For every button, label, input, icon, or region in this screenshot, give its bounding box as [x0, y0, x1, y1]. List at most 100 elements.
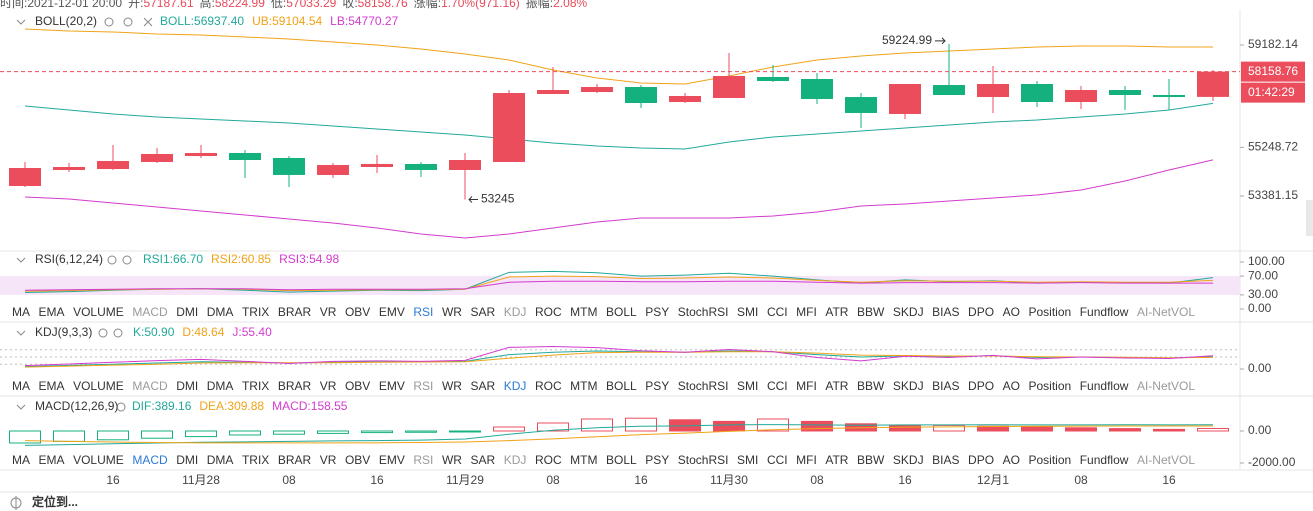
indicator-tab[interactable]: StochRSI [678, 379, 729, 393]
indicator-tab[interactable]: KDJ [504, 453, 527, 467]
indicator-tab[interactable]: BBW [857, 379, 885, 393]
settings-icon[interactable] [98, 328, 108, 338]
indicator-tab[interactable]: OBV [345, 379, 370, 393]
indicator-tab[interactable]: TRIX [242, 453, 269, 467]
indicator-tab[interactable]: CCI [767, 305, 788, 319]
indicator-tab[interactable]: BRAR [278, 453, 312, 467]
indicator-tab[interactable]: TRIX [242, 379, 269, 393]
indicator-tab[interactable]: EMV [379, 453, 405, 467]
indicator-tab[interactable]: SAR [470, 305, 495, 319]
indicator-tab[interactable]: DPO [968, 453, 994, 467]
indicator-tab[interactable]: RSI [413, 453, 433, 467]
indicator-tab[interactable]: Position [1028, 305, 1071, 319]
indicator-tab[interactable]: MACD [132, 379, 168, 393]
indicator-tab[interactable]: RSI [413, 379, 433, 393]
indicator-tab[interactable]: KDJ [504, 305, 527, 319]
indicator-tab[interactable]: BRAR [278, 305, 312, 319]
indicator-tab[interactable]: ROC [535, 453, 562, 467]
indicator-tab[interactable]: MTM [570, 305, 597, 319]
indicator-tab[interactable]: AI-NetVOL [1137, 379, 1195, 393]
indicator-tab[interactable]: EMV [379, 379, 405, 393]
indicator-tab[interactable]: PSY [645, 379, 669, 393]
indicator-tab[interactable]: CCI [767, 379, 788, 393]
indicator-tab[interactable]: BOLL [606, 379, 637, 393]
indicator-tab[interactable]: BRAR [278, 379, 312, 393]
indicator-tab[interactable]: VOLUME [73, 453, 124, 467]
indicator-tab[interactable]: DMI [176, 305, 198, 319]
close-icon[interactable] [143, 17, 153, 27]
indicator-tab[interactable]: VR [320, 453, 337, 467]
collapse-icon[interactable] [16, 19, 26, 25]
indicator-tab[interactable]: StochRSI [678, 305, 729, 319]
indicator-tab[interactable]: MACD [132, 305, 168, 319]
indicator-tab[interactable]: BIAS [932, 305, 959, 319]
indicator-tab[interactable]: BBW [857, 305, 885, 319]
indicator-tab[interactable]: MACD [132, 453, 168, 467]
indicator-tab[interactable]: ROC [535, 379, 562, 393]
indicator-tab[interactable]: EMA [39, 305, 65, 319]
indicator-tab[interactable]: AI-NetVOL [1137, 453, 1195, 467]
indicator-tab[interactable]: DPO [968, 305, 994, 319]
indicator-tab[interactable]: VOLUME [73, 379, 124, 393]
indicator-tab[interactable]: DPO [968, 379, 994, 393]
eye-icon[interactable] [104, 17, 114, 27]
indicator-tab[interactable]: Position [1028, 379, 1071, 393]
indicator-tab[interactable]: BOLL [606, 453, 637, 467]
collapse-icon[interactable] [16, 330, 26, 336]
indicator-tab[interactable]: KDJ [504, 379, 527, 393]
scrollbar[interactable] [1306, 200, 1313, 236]
indicator-tab[interactable]: VR [320, 379, 337, 393]
indicator-tab[interactable]: DMA [207, 379, 234, 393]
indicator-tab[interactable]: ROC [535, 305, 562, 319]
indicator-tab[interactable]: Fundflow [1080, 453, 1129, 467]
indicator-tab[interactable]: DMA [207, 305, 234, 319]
indicator-tab[interactable]: SMI [737, 305, 758, 319]
settings-icon[interactable] [123, 17, 133, 27]
indicator-tab[interactable]: OBV [345, 453, 370, 467]
indicator-tab[interactable]: MFI [796, 305, 817, 319]
settings-icon[interactable] [116, 402, 126, 412]
indicator-tab[interactable]: ATR [825, 305, 848, 319]
indicator-tab[interactable]: AO [1003, 453, 1020, 467]
indicator-tab[interactable]: MTM [570, 453, 597, 467]
indicator-tab[interactable]: BIAS [932, 453, 959, 467]
indicator-tab[interactable]: SMI [737, 453, 758, 467]
settings-icon[interactable] [107, 255, 117, 265]
indicator-tab[interactable]: Fundflow [1080, 379, 1129, 393]
indicator-tab[interactable]: PSY [645, 453, 669, 467]
indicator-tab[interactable]: Position [1028, 453, 1071, 467]
indicator-tab[interactable]: BOLL [606, 305, 637, 319]
locate-button[interactable]: 定位到... [32, 494, 78, 509]
indicator-tab[interactable]: BIAS [932, 379, 959, 393]
indicator-tab[interactable]: DMI [176, 379, 198, 393]
indicator-tab[interactable]: MA [12, 305, 30, 319]
collapse-icon[interactable] [16, 404, 26, 410]
indicator-tab[interactable]: VOLUME [73, 305, 124, 319]
indicator-tab[interactable]: BBW [857, 453, 885, 467]
indicator-tab[interactable]: EMA [39, 379, 65, 393]
indicator-tab[interactable]: DMI [176, 453, 198, 467]
indicator-tab[interactable]: SKDJ [893, 379, 924, 393]
indicator-tab[interactable]: SKDJ [893, 453, 924, 467]
indicator-tab[interactable]: VR [320, 305, 337, 319]
indicator-tab[interactable]: DMA [207, 453, 234, 467]
indicator-tab[interactable]: PSY [645, 305, 669, 319]
indicator-tab[interactable]: EMA [39, 453, 65, 467]
indicator-tab[interactable]: MFI [796, 379, 817, 393]
indicator-tab[interactable]: AO [1003, 379, 1020, 393]
indicator-tab[interactable]: SAR [470, 453, 495, 467]
indicator-tab[interactable]: AO [1003, 305, 1020, 319]
indicator-tab[interactable]: MA [12, 379, 30, 393]
indicator-tab[interactable]: CCI [767, 453, 788, 467]
indicator-tab[interactable]: EMV [379, 305, 405, 319]
indicator-tab[interactable]: WR [442, 453, 462, 467]
eye-icon[interactable] [113, 328, 123, 338]
collapse-icon[interactable] [16, 257, 26, 263]
indicator-tab[interactable]: ATR [825, 453, 848, 467]
indicator-tab[interactable]: RSI [413, 305, 433, 319]
indicator-tab[interactable]: WR [442, 379, 462, 393]
indicator-tab[interactable]: MA [12, 453, 30, 467]
indicator-tab[interactable]: SAR [470, 379, 495, 393]
indicator-tab[interactable]: ATR [825, 379, 848, 393]
indicator-tab[interactable]: TRIX [242, 305, 269, 319]
